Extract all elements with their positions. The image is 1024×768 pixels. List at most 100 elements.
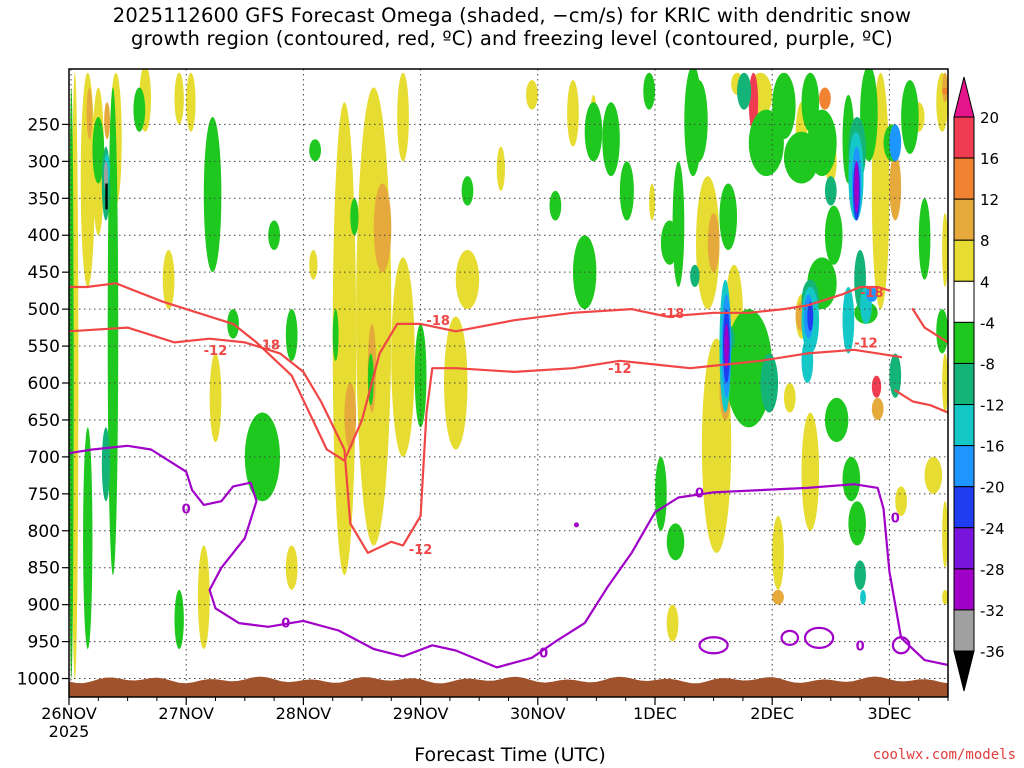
omega-cell [901,80,919,154]
omega-cell [209,353,222,443]
y-tick-label: 400 [28,226,60,246]
terrain-ground [69,676,948,697]
freezing-contour-label: 0 [281,616,290,631]
omega-cell [801,338,814,383]
x-tick-label: 29NOV [393,704,449,723]
title-line-2: growth region (contoured, red, ºC) and f… [131,27,893,50]
title-line-1: 2025112600 GFS Forecast Omega (shaded, −… [112,4,912,27]
omega-cell [819,87,831,110]
x-axis-label: Forecast Time (UTC) [414,744,606,766]
x-tick-label: 27NOV [158,704,214,723]
omega-cell [824,176,837,206]
x-tick-label: 1DEC [633,704,677,723]
omega-cell [936,309,948,354]
omega-cell [174,72,184,125]
omega-cell [461,176,474,206]
omega-cell [772,515,784,590]
terrain-fill [69,676,948,697]
omega-cell [309,250,318,280]
colorbar-bin [953,568,975,611]
dgz-contour-label: -12 [204,344,228,359]
omega-cell [133,87,146,132]
colorbar-bin [953,321,975,364]
omega-cell [860,589,866,605]
y-tick-label: 1000 [17,670,60,690]
colorbar-tick-label: 4 [980,273,990,291]
omega-cell [203,117,222,273]
freezing-level-contour [69,444,948,669]
omega-cell [918,198,931,280]
omega-cell [889,124,902,162]
contours: -18 -18 -18 -18 -12 -12 -12 -12 0 0 0 0 0 0 [69,282,948,669]
dgz-upper-contour-tail [911,308,948,344]
x-tick-sublabel: 2025 [49,722,90,741]
y-tick-label: 900 [28,596,60,616]
omega-cell [391,257,415,457]
y-tick-label: 250 [28,115,60,135]
colorbar-tick-label: -20 [980,479,1005,497]
omega-cell [871,397,884,420]
colorbar-bin [953,116,975,159]
colorbar-tick-label: 12 [980,191,999,209]
omega-cell [737,72,752,110]
freezing-contour-label: 0 [182,503,191,518]
colorbar-bottom-arrow [953,650,975,692]
dgz-contour-label: -18 [860,286,884,301]
omega-cell [942,213,948,287]
x-tick-label: 30NOV [510,704,566,723]
freezing-level-loop [803,626,835,649]
dgz-contour-label: -12 [409,543,433,558]
omega-cell [162,250,175,310]
omega-cell [707,213,720,273]
colorbar-tick-label: -36 [980,643,1005,661]
omega-cell [186,72,196,132]
omega-cell [174,589,184,649]
x-tick-label: 26NOV [41,704,97,723]
omega-cell [103,161,108,191]
omega-cell [666,523,685,561]
omega-cell [719,183,738,251]
omega-cell [854,560,866,590]
dgz-contour-label: -12 [854,336,878,351]
omega-cell [414,323,427,428]
freezing-level-loop [891,636,911,655]
omega-cell [889,353,902,398]
omega-cell [567,80,579,147]
freezing-level-loop [698,636,729,655]
omega-cell [309,139,321,162]
omega-cell [807,301,814,332]
colorbar-tick-label: 8 [980,232,990,250]
omega-cell [526,80,538,110]
omega-cell [725,309,773,428]
pressure-axis: 250 300 350 400 450 500 550 600 650 700 750 800 850 9… [17,115,69,690]
omega-cell [101,427,111,502]
colorbar-tick-label: 16 [980,150,999,168]
omega-cell [356,87,392,546]
colorbar-bin [953,198,975,241]
omega-cell [848,501,866,546]
y-tick-label: 850 [28,559,60,579]
dgz-upper-contour [69,282,891,462]
colorbar-bin [953,157,975,200]
dgz-contour-label: -18 [256,339,280,354]
y-tick-label: 550 [28,337,60,357]
omega-cell [105,183,108,210]
omega-cell [373,183,392,273]
freezing-contour-label: 0 [891,511,900,526]
colorbar-tick-label: -28 [980,561,1005,579]
omega-cell [942,87,948,95]
omega-cell [584,102,603,162]
colorbar-tick-label: -8 [980,355,995,373]
omega-cell [783,383,796,413]
colorbar-tick-label: -32 [980,602,1005,620]
x-tick-label: 3DEC [868,704,912,723]
omega-cell [197,545,210,649]
y-tick-label: 950 [28,633,60,653]
y-tick-label: 650 [28,411,60,431]
x-tick-label: 28NOV [276,704,332,723]
dgz-contour-label: -18 [661,307,685,322]
colorbar-tick-label: -4 [980,314,995,332]
omega-cell [942,589,948,605]
y-tick-label: 450 [28,263,60,283]
colorbar-bin [953,404,975,447]
